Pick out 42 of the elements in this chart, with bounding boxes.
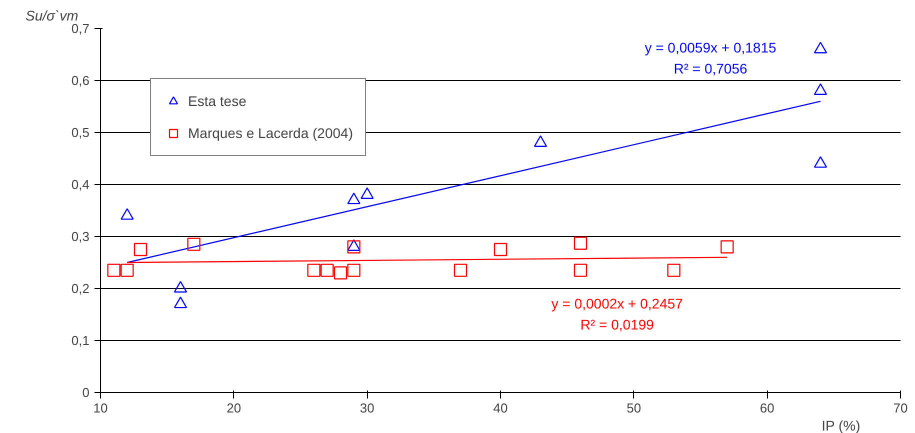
- point: [574, 264, 588, 277]
- x-tick-label: 30: [360, 400, 374, 416]
- y-tick-label: 0,6: [71, 73, 90, 88]
- point: [814, 83, 828, 95]
- annotation: y = 0,0002x + 0,2457 R² = 0,0199: [551, 296, 684, 332]
- point: [494, 242, 508, 256]
- y-tick-label: 0,1: [71, 333, 90, 348]
- y-tick-label: 0,3: [71, 229, 90, 244]
- point: [720, 240, 734, 254]
- y-tick-label: 0,5: [71, 125, 90, 140]
- x-tick-label: 60: [760, 400, 774, 416]
- x-tick-label: 50: [626, 400, 642, 416]
- point: [347, 264, 360, 277]
- point: [574, 236, 588, 250]
- annotation: y = 0,0059x + 0,1815 R² = 0,7056: [644, 40, 776, 76]
- legend-label: Marques e Lacerda (2004): [188, 125, 353, 141]
- point: [667, 264, 680, 277]
- legend-label: Esta tese: [188, 93, 246, 109]
- point: [347, 192, 360, 204]
- point: [120, 264, 134, 277]
- point: [107, 264, 120, 277]
- point: [307, 264, 320, 277]
- y-tick-label: 0,4: [71, 177, 90, 192]
- point: [360, 187, 374, 199]
- point: [814, 42, 828, 54]
- y-axis-title: Su/σ`vm: [26, 8, 79, 24]
- point: [347, 240, 360, 254]
- point: [120, 208, 134, 220]
- point: [814, 156, 828, 168]
- point: [320, 264, 334, 277]
- point: [334, 266, 348, 280]
- y-tick-label: 0,7: [71, 21, 90, 36]
- point: [134, 242, 148, 256]
- point: [534, 135, 548, 147]
- x-tick-label: 20: [226, 400, 242, 416]
- x-tick-label: 70: [893, 400, 908, 416]
- x-tick-label: 40: [493, 400, 508, 416]
- x-tick-label: 10: [93, 400, 108, 416]
- point: [187, 238, 200, 251]
- point: [454, 264, 468, 277]
- y-tick-label: 0,2: [71, 281, 90, 296]
- y-tick-label: 0: [82, 385, 90, 400]
